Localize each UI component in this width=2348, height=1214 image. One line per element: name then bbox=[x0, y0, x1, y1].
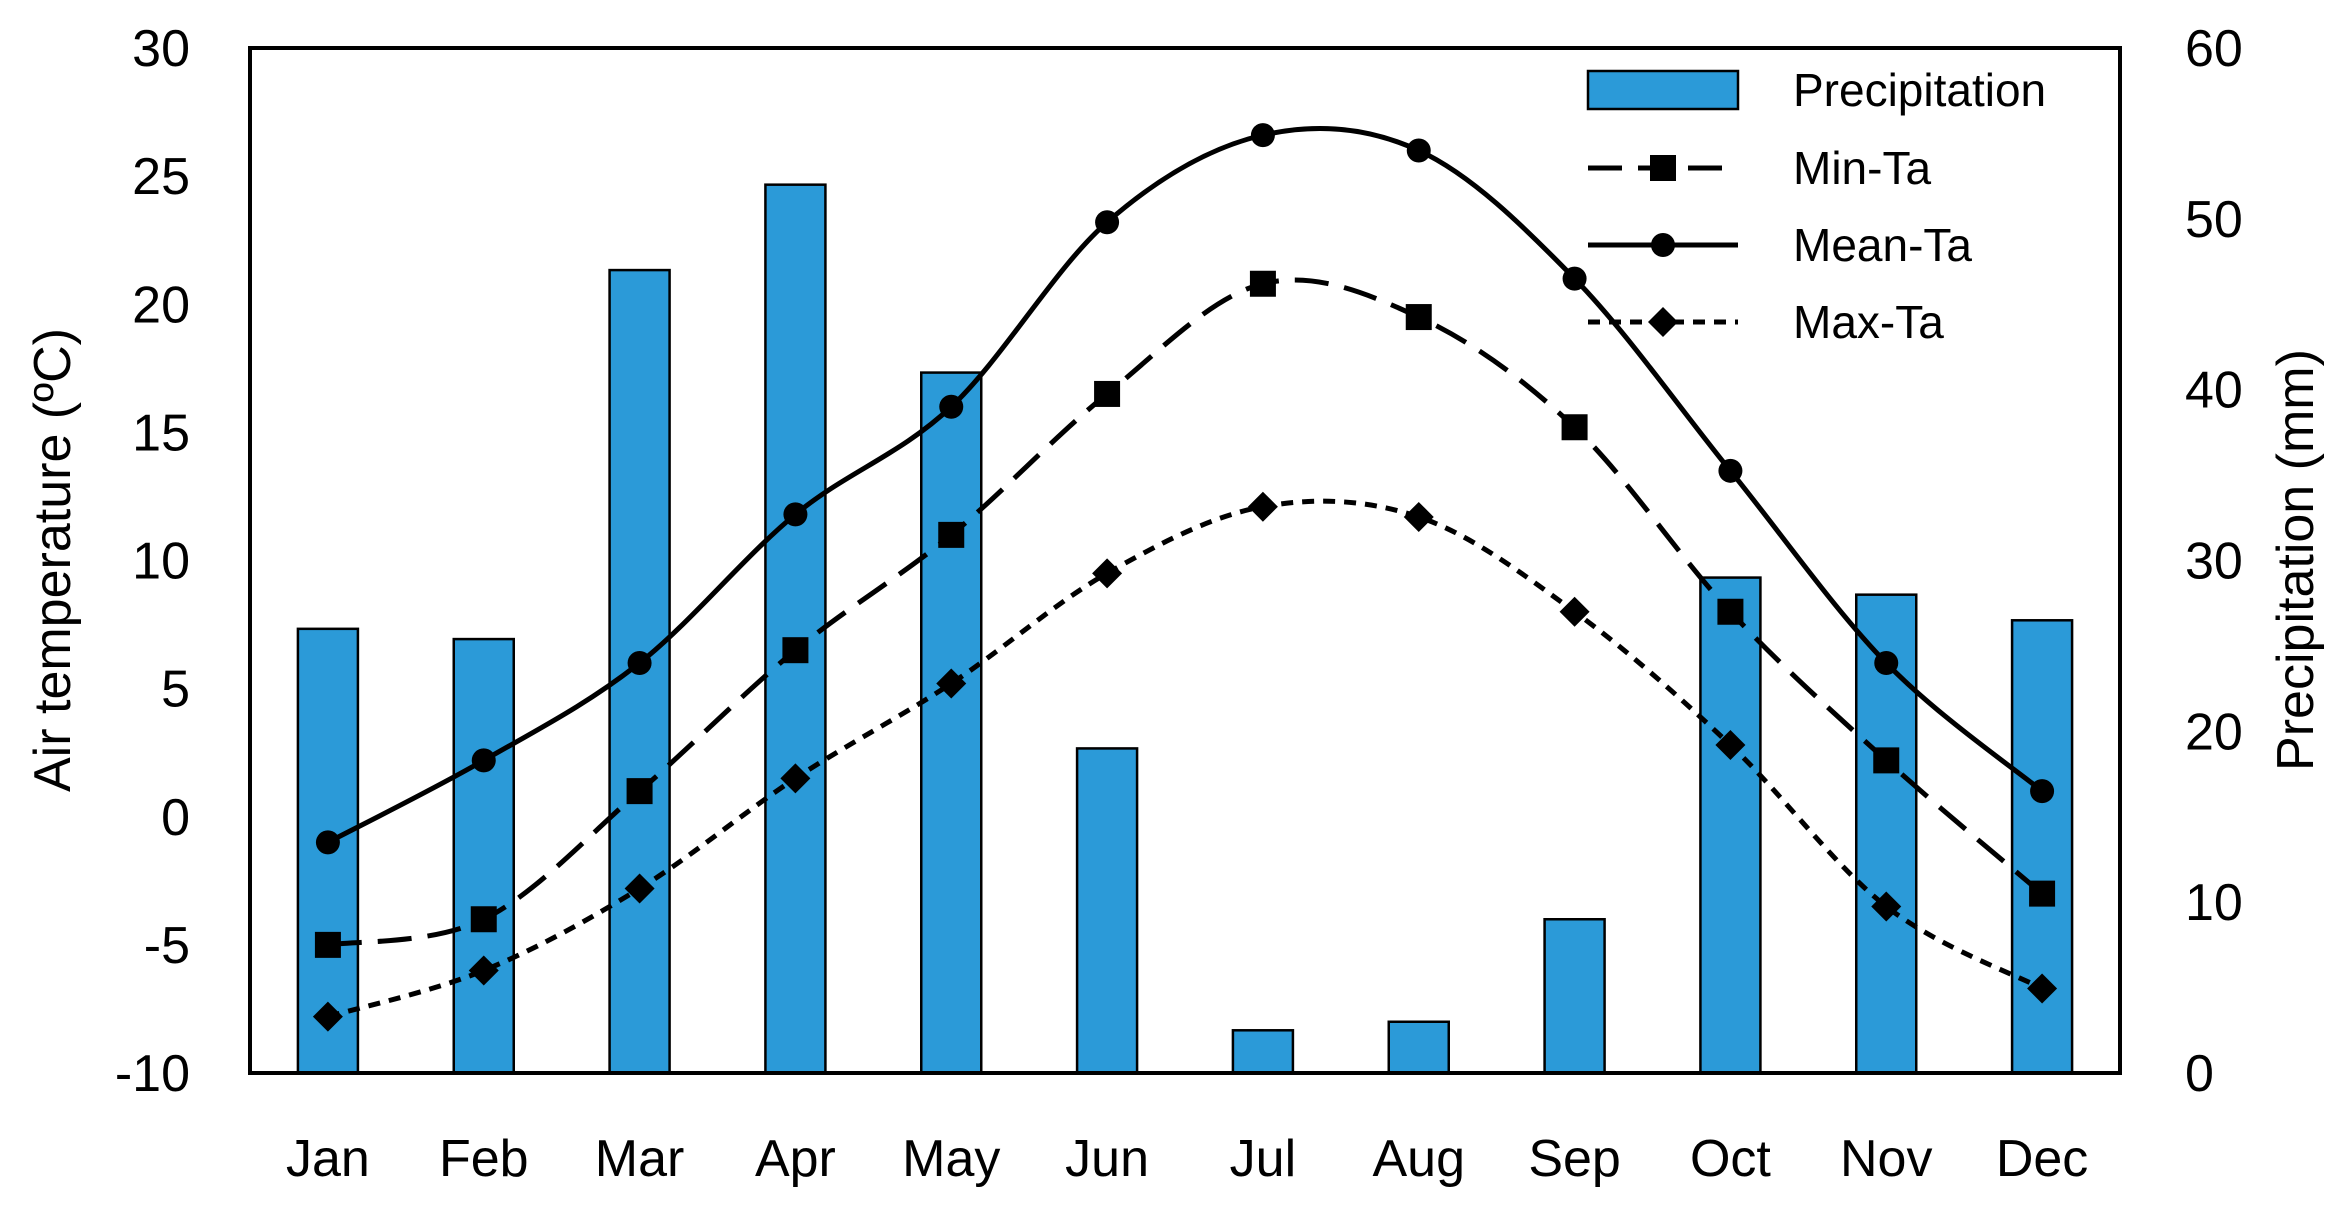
left-tick-label: 30 bbox=[132, 20, 190, 78]
marker-max-ta-oct bbox=[1715, 730, 1746, 760]
marker-max-ta-sep bbox=[1559, 596, 1590, 627]
line-mean-ta bbox=[326, 125, 2044, 845]
left-tick-label: 20 bbox=[132, 276, 190, 334]
marker-max-ta-jan bbox=[312, 1001, 343, 1032]
right-tick-label: 30 bbox=[2185, 533, 2243, 591]
marker-max-ta-jun bbox=[1092, 558, 1123, 589]
marker-min-ta-jan bbox=[314, 931, 341, 958]
bar-sep bbox=[1543, 918, 1606, 1075]
left-tick-label: 0 bbox=[161, 789, 190, 847]
x-tick-label: Jan bbox=[286, 1130, 370, 1188]
legend-marker-max-ta bbox=[1648, 307, 1678, 337]
marker-max-ta-nov bbox=[1871, 891, 1902, 922]
x-tick-label: Aug bbox=[1372, 1130, 1465, 1188]
left-axis-title: Air temperature (ºC) bbox=[24, 328, 82, 792]
marker-min-ta-nov bbox=[1873, 747, 1900, 774]
marker-max-ta-dec bbox=[2027, 973, 2058, 1004]
marker-mean-ta-jun bbox=[1095, 210, 1120, 235]
marker-max-ta-may bbox=[936, 668, 967, 699]
x-tick-label: Jul bbox=[1230, 1130, 1296, 1188]
marker-mean-ta-jul bbox=[1250, 123, 1275, 148]
x-tick-label: Nov bbox=[1840, 1130, 1932, 1188]
left-tick-label: 5 bbox=[161, 661, 190, 719]
x-axis-ticks: Jan Feb Mar Apr May Jun Jul Aug Sep Oct Nov Dec bbox=[286, 1130, 2088, 1188]
right-tick-label: 10 bbox=[2185, 874, 2243, 932]
marker-max-ta-feb bbox=[468, 955, 499, 986]
marker-min-ta-oct bbox=[1717, 598, 1744, 625]
marker-mean-ta-nov bbox=[1874, 651, 1899, 675]
x-tick-label: May bbox=[902, 1130, 1000, 1188]
left-tick-label: 10 bbox=[132, 533, 190, 591]
marker-mean-ta-mar bbox=[627, 651, 652, 675]
marker-min-ta-jun bbox=[1094, 380, 1121, 407]
marker-max-ta-apr bbox=[780, 763, 811, 794]
plot-frame bbox=[248, 46, 2122, 1075]
marker-min-ta-aug bbox=[1405, 304, 1432, 331]
marker-min-ta-may bbox=[938, 521, 965, 548]
right-tick-label: 20 bbox=[2185, 703, 2243, 761]
marker-max-ta-jul bbox=[1247, 491, 1278, 522]
marker-min-ta-sep bbox=[1561, 414, 1588, 441]
left-tick-label: -10 bbox=[115, 1045, 190, 1103]
marker-max-ta-mar bbox=[624, 873, 655, 904]
right-tick-label: 50 bbox=[2185, 191, 2243, 249]
right-axis-ticks: 0 10 20 30 40 50 60 bbox=[2185, 20, 2243, 1103]
legend: Precipitation Min-Ta Mean-Ta Max-Ta bbox=[1586, 64, 2046, 348]
legend-label-min-ta: Min-Ta bbox=[1793, 142, 1931, 194]
marker-mean-ta-feb bbox=[471, 748, 496, 773]
x-tick-label: Sep bbox=[1528, 1130, 1621, 1188]
marker-min-ta-feb bbox=[470, 906, 497, 933]
x-tick-label: Oct bbox=[1690, 1130, 1771, 1188]
bar-jul bbox=[1231, 1029, 1295, 1075]
x-tick-label: Jun bbox=[1065, 1130, 1149, 1188]
x-tick-label: Apr bbox=[755, 1130, 836, 1188]
left-axis-ticks: -10 -5 0 5 10 15 20 25 30 bbox=[115, 20, 190, 1103]
bar-dec bbox=[2010, 619, 2074, 1075]
legend-label-precipitation: Precipitation bbox=[1793, 64, 2046, 116]
marker-mean-ta-jan bbox=[315, 830, 340, 855]
marker-min-ta-dec bbox=[2029, 880, 2056, 907]
lines-layer bbox=[312, 123, 2058, 1032]
right-axis-title: Precipitation (mm) bbox=[2267, 349, 2325, 771]
marker-mean-ta-apr bbox=[783, 502, 808, 527]
bar-jun bbox=[1075, 747, 1139, 1075]
marker-mean-ta-dec bbox=[2030, 779, 2055, 804]
marker-mean-ta-oct bbox=[1718, 458, 1743, 483]
marker-min-ta-mar bbox=[626, 778, 653, 805]
bar-aug bbox=[1387, 1020, 1450, 1075]
right-tick-label: 40 bbox=[2185, 362, 2243, 420]
x-tick-label: Mar bbox=[595, 1130, 685, 1188]
right-tick-label: 0 bbox=[2185, 1045, 2214, 1103]
bar-oct bbox=[1699, 576, 1762, 1075]
legend-label-mean-ta: Mean-Ta bbox=[1793, 219, 1972, 271]
bar-feb bbox=[452, 637, 515, 1075]
marker-min-ta-apr bbox=[782, 637, 809, 664]
marker-mean-ta-sep bbox=[1562, 266, 1587, 291]
marker-mean-ta-may bbox=[939, 394, 964, 419]
left-tick-label: -5 bbox=[144, 917, 190, 975]
x-tick-label: Feb bbox=[439, 1130, 529, 1188]
legend-swatch-precipitation bbox=[1586, 69, 1740, 111]
left-tick-label: 15 bbox=[132, 404, 190, 462]
left-tick-label: 25 bbox=[132, 148, 190, 206]
marker-max-ta-aug bbox=[1403, 501, 1434, 532]
line-min-ta bbox=[327, 277, 2044, 948]
line-max-ta bbox=[327, 498, 2044, 1020]
bar-apr bbox=[764, 183, 827, 1075]
marker-mean-ta-aug bbox=[1406, 138, 1431, 163]
marker-min-ta-jul bbox=[1249, 270, 1276, 297]
right-tick-label: 60 bbox=[2185, 20, 2243, 78]
legend-marker-mean-ta bbox=[1651, 233, 1675, 257]
legend-marker-min-ta bbox=[1650, 155, 1676, 181]
bar-may bbox=[920, 371, 983, 1075]
legend-label-max-ta: Max-Ta bbox=[1793, 296, 1944, 348]
x-tick-label: Dec bbox=[1996, 1130, 2088, 1188]
